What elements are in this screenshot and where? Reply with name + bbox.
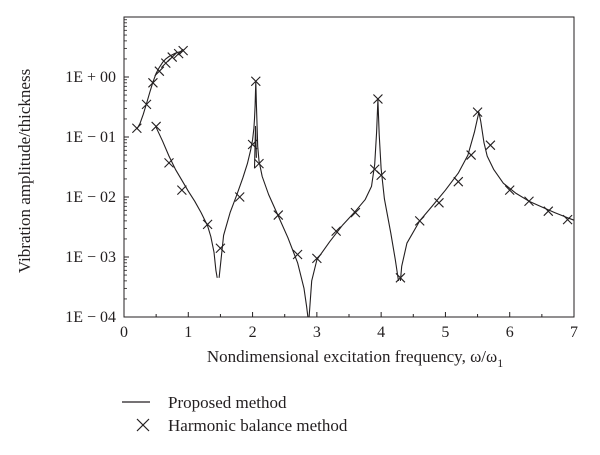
x-marker (273, 210, 284, 220)
legend-label-proposed: Proposed method (168, 393, 287, 412)
x-axis-title-main: Nondimensional excitation frequency, ω/ω (207, 347, 497, 366)
x-marker (151, 121, 162, 132)
x-marker (164, 158, 174, 168)
curve-segment (399, 111, 575, 281)
y-tick-label: 1E − 01 (65, 129, 116, 146)
x-marker (543, 206, 554, 217)
x-marker (292, 249, 303, 260)
x-tick-label: 4 (377, 324, 385, 341)
x-marker (215, 243, 226, 254)
x-marker (453, 176, 464, 187)
harmonic-balance-markers (131, 45, 573, 283)
y-tick-label: 1E + 00 (65, 69, 116, 86)
x-marker (562, 214, 573, 225)
y-tick-label: 1E − 04 (65, 309, 116, 326)
legend: Proposed method Harmonic balance method (122, 393, 348, 435)
x-marker (173, 48, 184, 59)
x-marker (250, 76, 261, 87)
y-tick-label: 1E − 02 (65, 189, 116, 206)
x-tick-label: 5 (441, 324, 449, 341)
x-tick-label: 6 (506, 324, 514, 341)
x-marker (485, 140, 496, 151)
legend-label-harmonic: Harmonic balance method (168, 416, 348, 435)
x-axis-title: Nondimensional excitation frequency, ω/ω… (207, 347, 503, 370)
x-marker (167, 52, 178, 62)
x-marker (131, 123, 142, 134)
x-marker (154, 66, 165, 77)
x-marker (373, 94, 383, 104)
x-marker (178, 45, 189, 56)
x-marker (376, 170, 387, 181)
x-marker (254, 158, 264, 169)
x-marker (472, 107, 483, 117)
plot-frame (123, 16, 575, 318)
x-axis: 0 1 2 3 4 5 6 7 (120, 312, 578, 341)
x-marker (466, 150, 477, 160)
x-tick-label: 7 (570, 324, 578, 341)
x-marker (524, 196, 534, 207)
y-tick-label: 1E − 03 (65, 249, 116, 266)
proposed-method-curve (136, 50, 575, 318)
x-marker (247, 139, 258, 150)
x-marker (202, 219, 213, 230)
x-tick-label: 2 (249, 324, 257, 341)
curve-segment (218, 80, 309, 318)
x-marker (148, 77, 158, 88)
x-marker (414, 215, 425, 226)
x-marker (141, 99, 152, 110)
x-marker (350, 207, 361, 218)
x-tick-label: 3 (313, 324, 321, 341)
x-marker (234, 192, 245, 202)
x-marker (504, 185, 515, 196)
curve-segment (136, 50, 183, 130)
curve-segment (308, 99, 400, 318)
y-axis: 1E − 04 1E − 03 1E − 02 1E − 01 1E + 00 (65, 19, 129, 326)
plot-area (123, 16, 575, 318)
x-tick-label: 1 (184, 324, 192, 341)
x-tick-label: 0 (120, 324, 128, 341)
x-marker (434, 197, 444, 208)
x-marker (176, 185, 187, 196)
curve-segment (155, 127, 218, 278)
y-axis-title: Vibration amplitude/thickness (15, 69, 34, 273)
x-marker (311, 253, 322, 264)
legend-x-marker-swatch (136, 418, 150, 432)
x-marker (395, 272, 406, 283)
x-marker (331, 226, 342, 237)
x-axis-title-subscript: 1 (497, 356, 503, 370)
